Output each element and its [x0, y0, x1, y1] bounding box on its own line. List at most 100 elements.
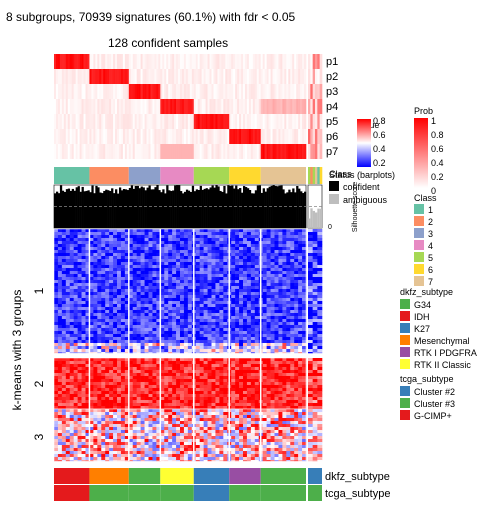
heatmap-cell [275, 265, 279, 268]
heatmap-cell [97, 289, 101, 292]
heatmap-cell [145, 289, 149, 292]
heatmap-cell [164, 280, 168, 283]
prob-cell [273, 84, 275, 99]
prob-cell [278, 114, 280, 129]
heatmap-cell [267, 388, 271, 391]
heatmap-cell [168, 382, 172, 385]
prob-cell [200, 99, 202, 114]
heatmap-cell [101, 388, 105, 391]
heatmap-cell [308, 301, 313, 304]
heatmap-cell [317, 397, 322, 400]
heatmap-cell [145, 268, 149, 271]
prob-cell [243, 99, 245, 114]
heatmap-cell [101, 391, 105, 394]
heatmap-cell [275, 343, 279, 346]
heatmap-cell [184, 241, 188, 244]
heatmap-cell [286, 277, 290, 280]
heatmap-cell [164, 250, 168, 253]
heatmap-cell [82, 394, 86, 397]
heatmap-cell [200, 394, 204, 397]
heatmap-cell [200, 310, 204, 313]
heatmap-cell [70, 283, 74, 286]
prob-cell [66, 54, 68, 69]
heatmap-cell [212, 298, 216, 301]
heatmap-cell [180, 244, 184, 247]
prob-cell [152, 84, 154, 99]
prob-cell [278, 99, 280, 114]
prob-cell [208, 54, 210, 69]
prob-cell [82, 99, 84, 114]
heatmap-cell [74, 295, 78, 298]
prob-cell [72, 99, 74, 114]
prob-cell [233, 129, 235, 144]
heatmap-cell [290, 292, 294, 295]
heatmap-cell [66, 382, 70, 385]
prob-cell [66, 84, 68, 99]
heatmap-cell [212, 244, 216, 247]
prob-cell [56, 69, 58, 84]
heatmap-cell [176, 328, 180, 331]
heatmap-cell [176, 340, 180, 343]
heatmap-cell [188, 277, 192, 280]
heatmap-cell [223, 403, 227, 406]
heatmap-cell [113, 346, 117, 349]
heatmap-cell [184, 379, 188, 382]
heatmap-cell [176, 391, 180, 394]
heatmap-cell [275, 307, 279, 310]
heatmap-cell [247, 304, 251, 307]
heatmap-cell [286, 295, 290, 298]
prob-cell [113, 114, 115, 129]
prob-cell [241, 69, 243, 84]
heatmap-cell [298, 295, 302, 298]
heatmap-cell [235, 373, 239, 376]
heatmap-cell [215, 397, 219, 400]
prob-cell [147, 129, 149, 144]
heatmap-cell [145, 382, 149, 385]
heatmap-cell [251, 292, 255, 295]
heatmap-cell [54, 301, 58, 304]
heatmap-cell [145, 304, 149, 307]
heatmap-cell [117, 262, 121, 265]
heatmap-cell [101, 403, 105, 406]
heatmap-cell [313, 247, 318, 250]
heatmap-cell [267, 373, 271, 376]
prob-cell [257, 129, 259, 144]
heatmap-cell [172, 373, 176, 376]
heatmap-cell [113, 262, 117, 265]
heatmap-cell [255, 256, 259, 259]
heatmap-cell [66, 319, 70, 322]
heatmap-cell [184, 280, 188, 283]
heatmap-cell [54, 256, 58, 259]
heatmap-cell [282, 271, 286, 274]
heatmap-cell [212, 385, 216, 388]
prob-cell [235, 54, 237, 69]
prob-cell [294, 84, 296, 99]
heatmap-cell [188, 268, 192, 271]
heatmap-cell [286, 265, 290, 268]
prob-cell [141, 99, 143, 114]
prob-cell [119, 129, 121, 144]
heatmap-cell [117, 259, 121, 262]
heatmap-cell [141, 277, 145, 280]
heatmap-cell [215, 307, 219, 310]
heatmap-cell [176, 394, 180, 397]
prob-cell [70, 144, 72, 159]
heatmap-cell [101, 250, 105, 253]
silhouette-bar [78, 186, 80, 228]
heatmap-cell [219, 361, 223, 364]
heatmap-cell [137, 238, 141, 241]
prob-cell [288, 144, 290, 159]
heatmap-cell [109, 268, 113, 271]
heatmap-cell [243, 391, 247, 394]
prob-cell [145, 84, 147, 99]
heatmap-cell [62, 259, 66, 262]
heatmap-cell [188, 271, 192, 274]
heatmap-cell [78, 289, 82, 292]
prob-cell [265, 69, 267, 84]
prob-cell [156, 99, 158, 114]
heatmap-cell [294, 241, 298, 244]
heatmap-cell [58, 346, 62, 349]
heatmap-cell [70, 358, 74, 361]
heatmap-cell [97, 364, 101, 367]
heatmap-cell [313, 313, 318, 316]
